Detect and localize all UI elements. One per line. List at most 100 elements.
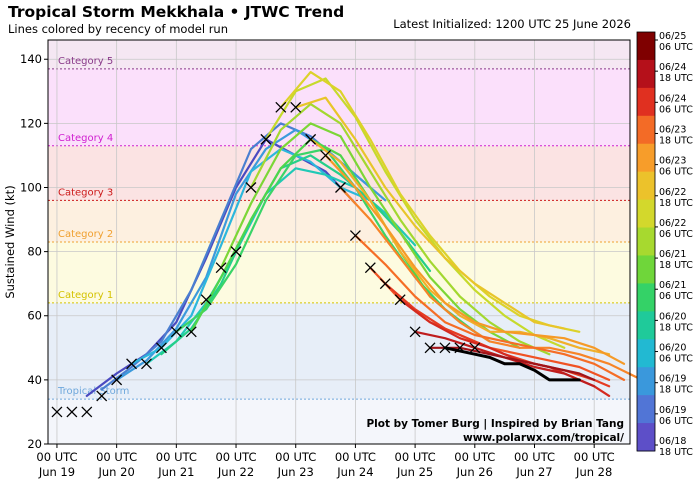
colorbar-label: 18 UTC [659,135,693,146]
x-tick-label: 00 UTC [96,450,137,464]
y-tick-label: 60 [27,309,42,323]
marker-stroke [349,230,361,242]
forecast-line [324,154,626,365]
category-band [48,40,630,69]
y-tick-label: 40 [27,373,42,387]
best-track-marker [275,101,287,113]
colorbar-label: 06/20 [659,311,686,322]
colorbar-label: 06 UTC [659,354,693,365]
marker-stroke [200,294,212,306]
colorbar-label: 18 UTC [659,198,693,209]
colorbar-segment [637,199,655,229]
marker-stroke [364,262,376,274]
colorbar-segment [637,311,655,340]
colorbar-label: 06 UTC [659,104,693,115]
y-tick-label: 20 [27,437,42,451]
marker-stroke [394,294,406,306]
colorbar-label: 06/24 [659,62,686,73]
x-tick-label: 00 UTC [36,450,77,464]
marker-stroke [170,326,182,338]
forecast-line [354,234,626,381]
chart-subtitle: Lines colored by recency of model run [8,22,228,36]
colorbar-label: 18 UTC [659,447,693,458]
best-track-marker [364,262,376,274]
colorbar-label: 06/24 [659,93,686,104]
marker-stroke [424,342,436,354]
forecast-lines [85,70,644,397]
colorbar-label: 06 UTC [659,42,693,53]
band-below-ts [48,399,630,444]
x-tick-label: Jun 25 [396,465,433,479]
marker-stroke [111,374,123,386]
best-track-marker [349,230,361,242]
x-tick-label: Jun 21 [157,465,194,479]
best-track-marker [290,101,302,113]
y-tick-label: 80 [27,245,42,259]
marker-stroke [290,101,302,113]
y-axis-label: Sustained Wind (kt) [3,185,17,298]
marker-stroke [454,342,466,354]
best-track-markers [51,101,481,418]
marker-stroke [51,406,63,418]
best-track-marker [126,358,138,370]
x-tick-label: 00 UTC [156,450,197,464]
x-tick-label: Jun 24 [336,465,373,479]
category-bands [48,40,630,444]
colorbar-segment [637,395,655,424]
best-track-marker [469,342,481,354]
colorbar-segment [637,255,655,284]
plot-frame [47,39,631,445]
x-tick-label: Jun 26 [456,465,493,479]
category-band [48,68,630,146]
best-track-marker [215,262,227,274]
colorbar-segment [637,87,655,117]
forecast-line [309,138,611,356]
colorbar-label: 06/22 [659,187,686,198]
best-track-marker [394,294,406,306]
category-label: Category 5 [58,56,113,67]
marker-stroke [439,342,451,354]
forecast-line [220,122,521,349]
colorbar-label: 18 UTC [659,385,693,396]
marker-stroke [379,278,391,290]
best-track-marker [320,149,332,161]
colorbar-label: 18 UTC [659,73,693,84]
x-tick-label: Jun 20 [98,465,135,479]
x-tick-label: 00 UTC [574,450,615,464]
colorbar-label: 06/19 [659,374,686,385]
colorbar-label: 06/23 [659,124,686,135]
x-tick-label: Jun 28 [575,465,612,479]
y-tick-label: 100 [20,180,42,194]
forecast-line [339,186,644,381]
marker-stroke [96,390,108,402]
category-band [48,242,630,303]
colorbar-segment [637,143,655,173]
x-tick-label: 00 UTC [454,450,495,464]
colorbar-label: 06/18 [659,436,686,447]
colorbar-label: 06 UTC [659,229,693,240]
marker-stroke [409,326,421,338]
category-label: Category 2 [58,229,113,240]
marker-stroke [81,406,93,418]
marker-stroke [215,262,227,274]
best-track-marker [230,246,242,258]
best-track-marker [245,182,257,193]
colorbar-label: 06/25 [659,31,686,42]
colorbar-segment [637,32,655,61]
marker-stroke [66,406,78,418]
best-track-marker [155,342,167,354]
best-track-marker [439,342,451,354]
colorbar-segment [637,171,655,201]
x-tick-label: 00 UTC [215,450,256,464]
colorbar-segment [637,367,655,396]
category-label: Category 4 [58,133,113,144]
x-tick-label: 00 UTC [335,450,376,464]
best-track-marker [305,133,317,145]
colorbar-segment [637,423,655,452]
best-track-marker [200,294,212,306]
x-tick-label: Jun 22 [217,465,254,479]
forecast-line [130,147,372,365]
category-label: Category 3 [58,187,113,198]
marker-stroke [126,358,138,370]
